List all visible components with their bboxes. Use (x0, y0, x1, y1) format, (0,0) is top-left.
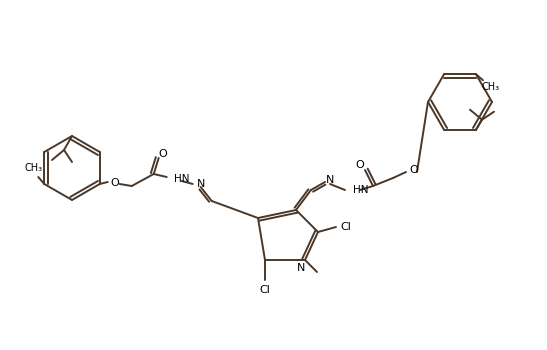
Text: O: O (110, 178, 119, 188)
Text: O: O (356, 160, 364, 170)
Text: Cl: Cl (260, 285, 270, 295)
Text: HN: HN (174, 174, 189, 184)
Text: HN: HN (353, 185, 369, 195)
Text: N: N (326, 175, 334, 185)
Text: O: O (158, 149, 167, 159)
Text: CH₃: CH₃ (482, 82, 500, 92)
Text: N: N (297, 263, 305, 273)
Text: N: N (196, 179, 205, 189)
Text: CH₃: CH₃ (24, 163, 42, 173)
Text: Cl: Cl (341, 222, 351, 232)
Text: O: O (410, 165, 418, 175)
